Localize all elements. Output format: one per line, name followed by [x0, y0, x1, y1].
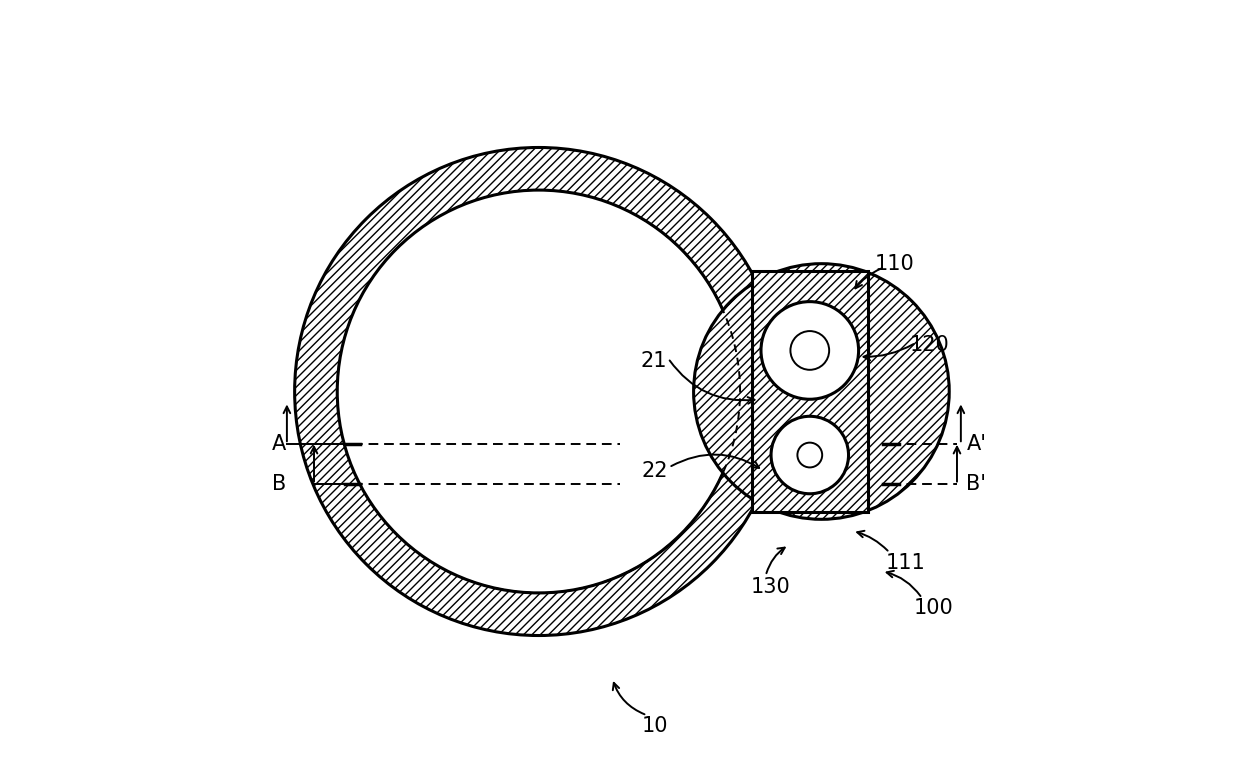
Circle shape — [693, 264, 950, 519]
Text: B: B — [272, 474, 286, 494]
Text: 100: 100 — [914, 598, 954, 619]
Circle shape — [761, 301, 858, 399]
Circle shape — [771, 417, 848, 494]
Bar — [751, 272, 868, 511]
Text: B': B' — [966, 474, 986, 494]
Bar — [751, 272, 868, 511]
Text: 21: 21 — [640, 351, 667, 370]
Text: 110: 110 — [875, 254, 915, 274]
Text: 10: 10 — [641, 716, 668, 736]
Text: A: A — [272, 435, 286, 454]
Text: 111: 111 — [885, 554, 925, 573]
Bar — [751, 272, 868, 511]
Circle shape — [337, 190, 740, 593]
Circle shape — [797, 442, 822, 467]
Text: 22: 22 — [641, 460, 668, 481]
Circle shape — [790, 331, 830, 370]
Circle shape — [295, 147, 782, 636]
Text: 130: 130 — [751, 577, 791, 597]
Text: A': A' — [966, 435, 986, 454]
Text: 120: 120 — [910, 335, 950, 355]
